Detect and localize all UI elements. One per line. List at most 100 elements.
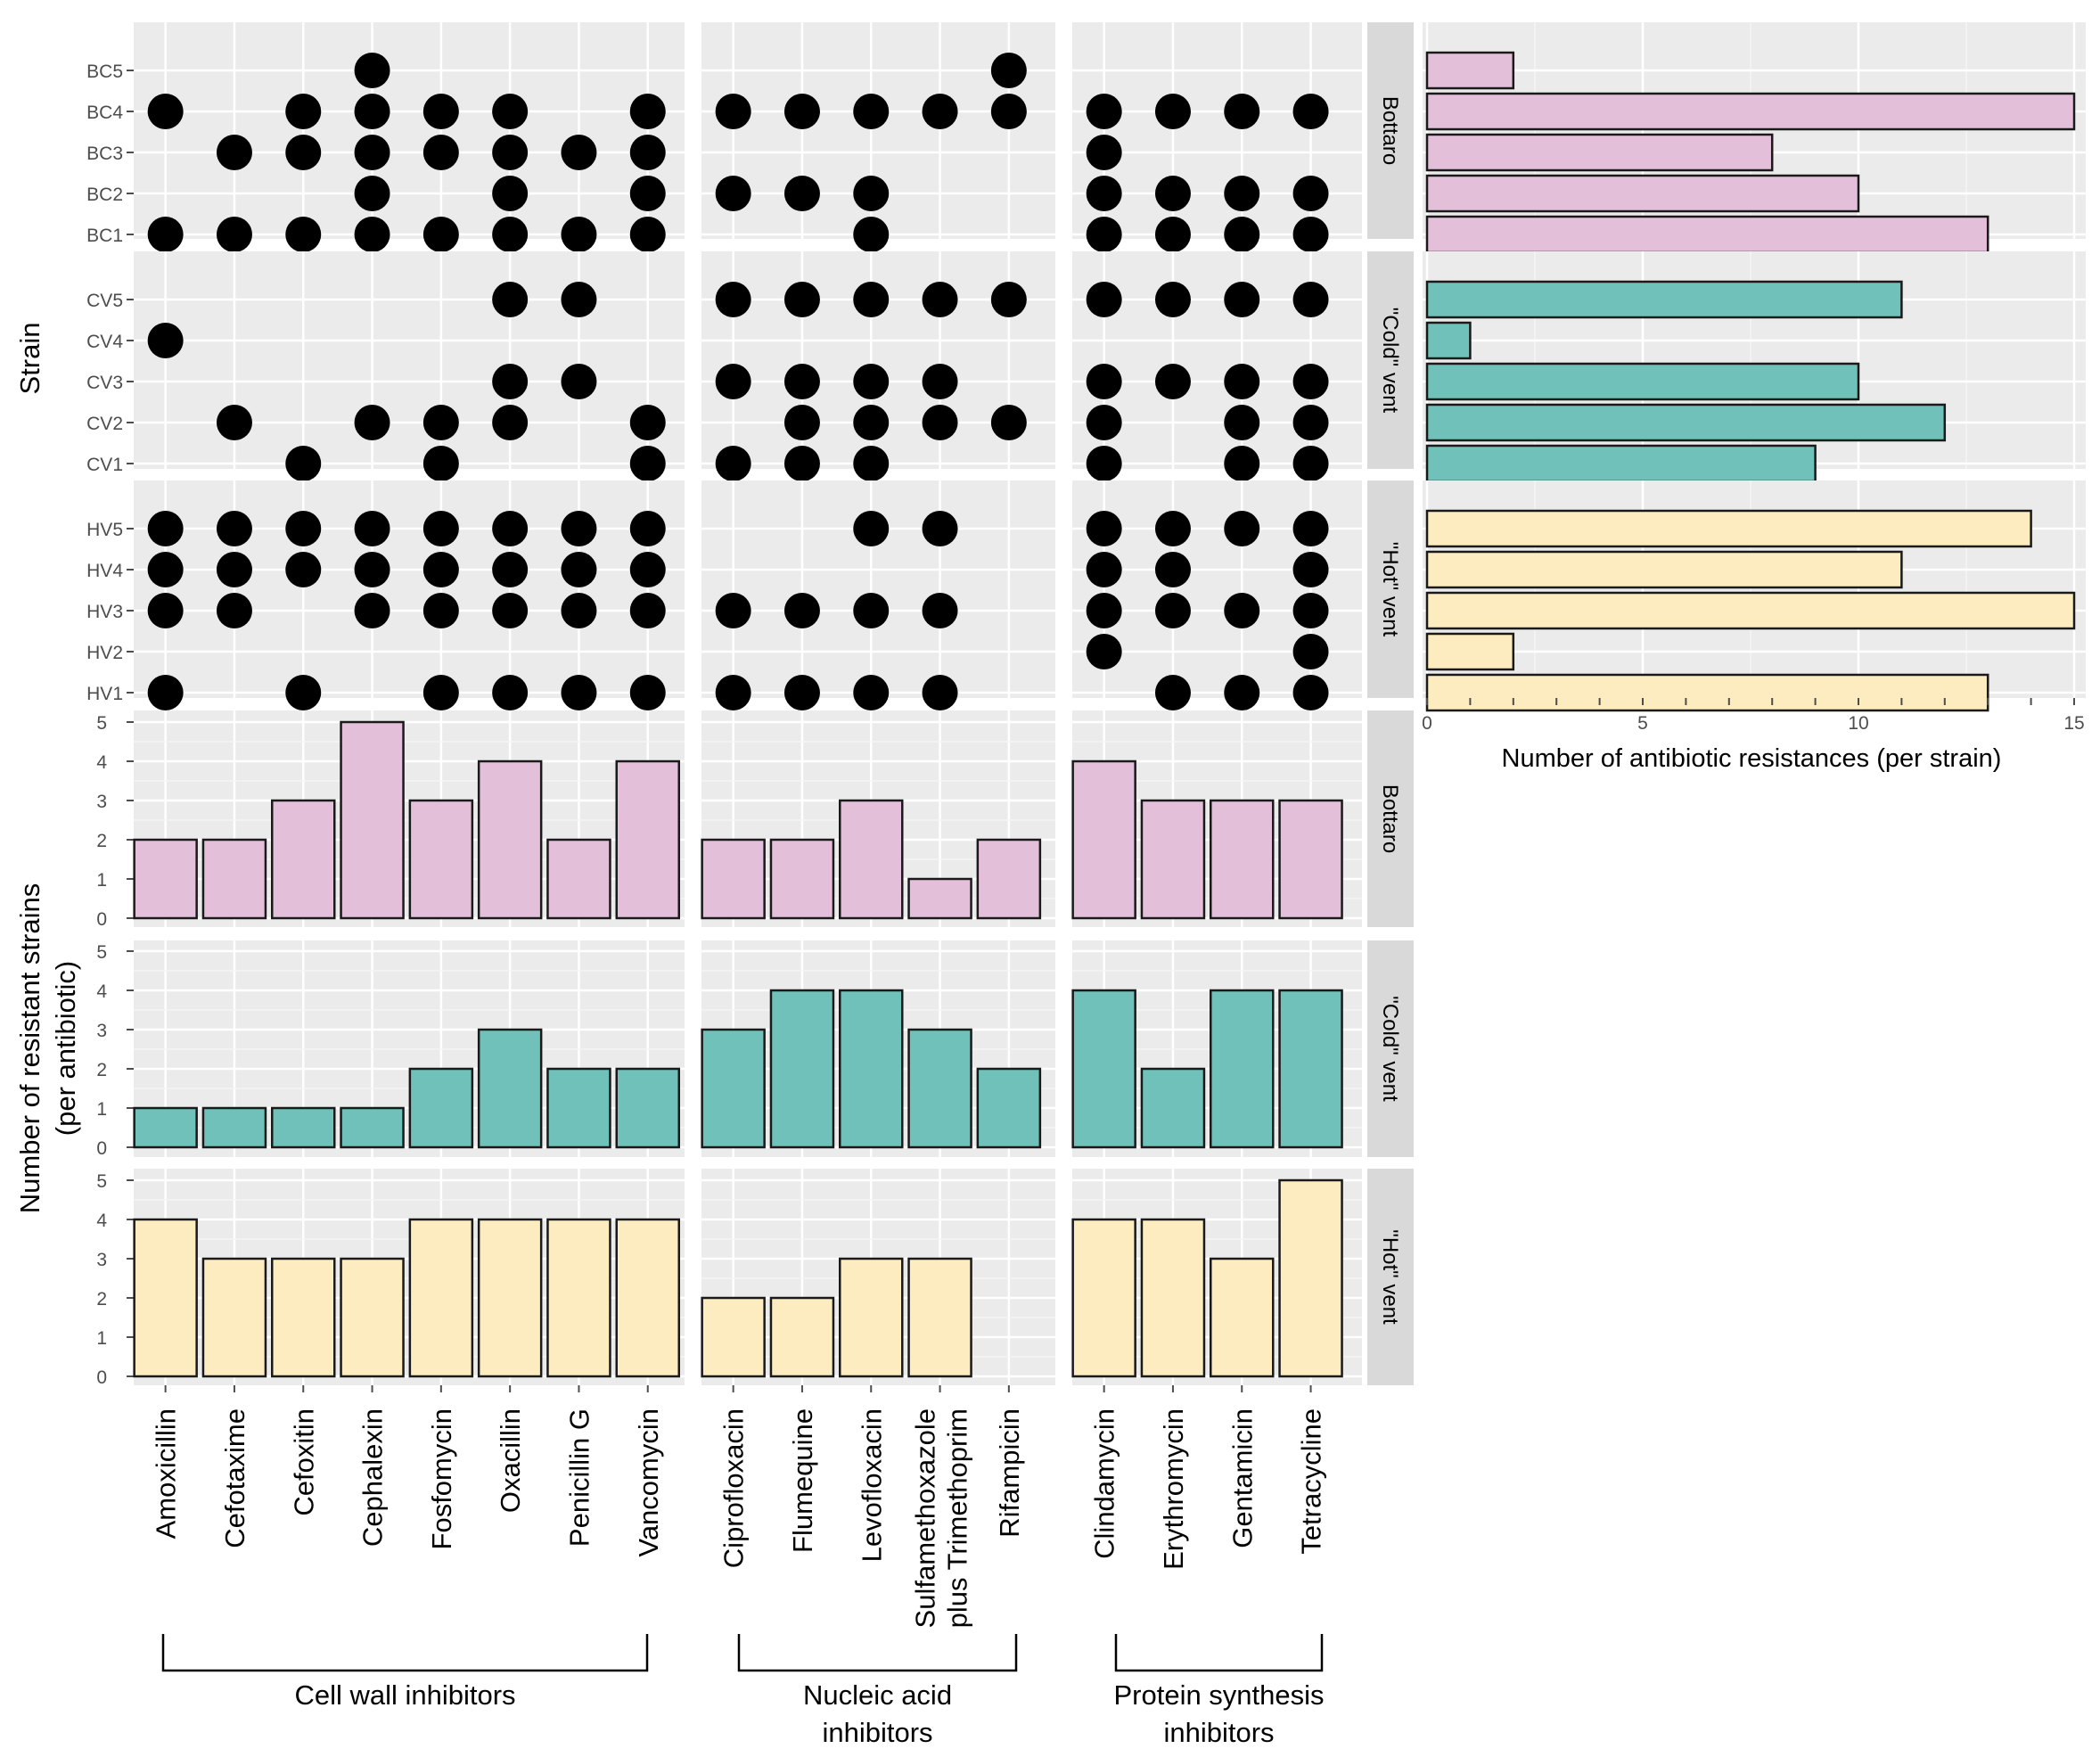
antibiotic-count-bar (271, 1106, 336, 1149)
antibiotic-label: Cefotaxime (219, 1408, 250, 1548)
antibiotic-label: Cefoxitin (288, 1408, 319, 1516)
antibiotic-count-bar (1140, 799, 1206, 920)
facet-strip (1367, 251, 1414, 469)
resistance-dot (922, 282, 958, 317)
resistance-dot (853, 217, 890, 252)
resistance-dot (853, 364, 890, 399)
antibiotic-count-bar (1071, 989, 1136, 1149)
resistance-dot (422, 552, 459, 587)
antibiotic-count-bar (340, 720, 405, 920)
strain-resistance-bar (1425, 215, 1989, 254)
antibiotic-count-bar (907, 877, 972, 920)
resistance-dot (853, 94, 890, 129)
resistance-dot (715, 364, 751, 399)
antibiotic-count-bar (1140, 1218, 1206, 1378)
antibiotic-label: Vancomycin (633, 1408, 664, 1557)
facet-strip (1367, 22, 1414, 239)
count-tick-label: 5 (96, 713, 107, 734)
resistance-dot (1292, 511, 1329, 546)
resistance-dot (561, 364, 597, 399)
resistance-dot (1292, 94, 1329, 129)
antibiotic-label: Ciprofloxacin (718, 1408, 750, 1568)
resistance-dot (147, 217, 184, 252)
resistance-dot (629, 552, 666, 587)
antibiotic-count-bar (133, 1218, 198, 1378)
antibiotic-count-bar (133, 838, 198, 920)
antibiotic-count-bar (201, 1257, 267, 1378)
resistance-dot (783, 94, 820, 129)
resistance-dot (492, 405, 529, 440)
resistance-dot (147, 94, 184, 129)
resistance-dot (285, 446, 322, 481)
resistance-dot (216, 405, 252, 440)
right-axis-title: Number of antibiotic resistances (per st… (1502, 744, 2002, 773)
antibiotic-label: Fosfomycin (426, 1408, 457, 1549)
antibiotic-label: Levofloxacin (856, 1408, 887, 1562)
resistance-dot (715, 94, 751, 129)
resistance-dot (147, 323, 184, 358)
panel-background (134, 251, 685, 469)
antibiotic-count-bar (546, 1218, 611, 1378)
resistance-dot (1292, 282, 1329, 317)
facet-strip (1367, 480, 1414, 698)
resistance-dot (492, 135, 529, 170)
strain-resistance-bar (1425, 444, 1817, 483)
strain-label: CV3 (86, 373, 123, 393)
antibiotic-label: Tetracycline (1296, 1408, 1327, 1555)
antibiotic-count-bar (839, 799, 904, 920)
resistance-dot (853, 675, 890, 710)
strain-label: BC1 (86, 226, 123, 246)
antibiotic-count-bar (1278, 989, 1343, 1149)
resistance-dot (492, 282, 529, 317)
count-tick-label: 3 (96, 792, 107, 812)
facet-label: Bottaro (1378, 96, 1402, 165)
antibiotic-count-bar (477, 1028, 543, 1149)
resistance-dot (1292, 364, 1329, 399)
resistance-dot (422, 593, 459, 628)
resistance-dot (1154, 511, 1191, 546)
resistance-dot (492, 217, 529, 252)
antibiotic-label: Sulfamethoxazole (910, 1408, 941, 1628)
resistance-dot (561, 552, 597, 587)
resistance-dot (354, 405, 390, 440)
resistance-dot (783, 282, 820, 317)
resistance-dot (629, 176, 666, 211)
resistance-dot (1292, 634, 1329, 669)
antibiotic-count-bar (615, 1218, 680, 1378)
antibiotic-label: Oxacillin (495, 1408, 526, 1513)
x-tick-label: 0 (1422, 713, 1432, 734)
resistance-dot (853, 511, 890, 546)
resistance-dot (783, 446, 820, 481)
resistance-dot (1224, 364, 1260, 399)
resistance-dot (783, 176, 820, 211)
antibiotic-count-bar (701, 1296, 766, 1378)
antibiotic-label: Amoxicillin (151, 1408, 182, 1539)
resistance-dot (629, 593, 666, 628)
resistance-dot (1224, 511, 1260, 546)
class-bracket (737, 1634, 1018, 1672)
resistance-dot (922, 364, 958, 399)
resistance-dot (285, 552, 322, 587)
antibiotic-count-bar (907, 1028, 972, 1149)
resistance-dot (629, 675, 666, 710)
resistance-dot (1154, 176, 1191, 211)
resistance-dot (354, 552, 390, 587)
resistance-dot (216, 217, 252, 252)
resistance-dot (1086, 552, 1122, 587)
strain-resistance-bar (1425, 509, 2032, 548)
class-bracket (161, 1634, 649, 1672)
resistance-dot (285, 675, 322, 710)
antibiotic-count-bar (615, 759, 680, 920)
antibiotic-label: Penicillin G (563, 1408, 595, 1547)
resistance-dot (216, 552, 252, 587)
antibiotic-count-bar (615, 1067, 680, 1149)
resistance-dot (216, 135, 252, 170)
resistance-dot (1224, 176, 1260, 211)
resistance-dot (1086, 176, 1122, 211)
strain-label: BC3 (86, 144, 123, 164)
antibiotic-label: Clindamycin (1089, 1408, 1120, 1559)
facet-label: "Hot" vent (1378, 542, 1402, 637)
antibiotic-count-bar (133, 1106, 198, 1149)
panel-background (134, 480, 685, 698)
antibiotic-count-bar (271, 1257, 336, 1378)
